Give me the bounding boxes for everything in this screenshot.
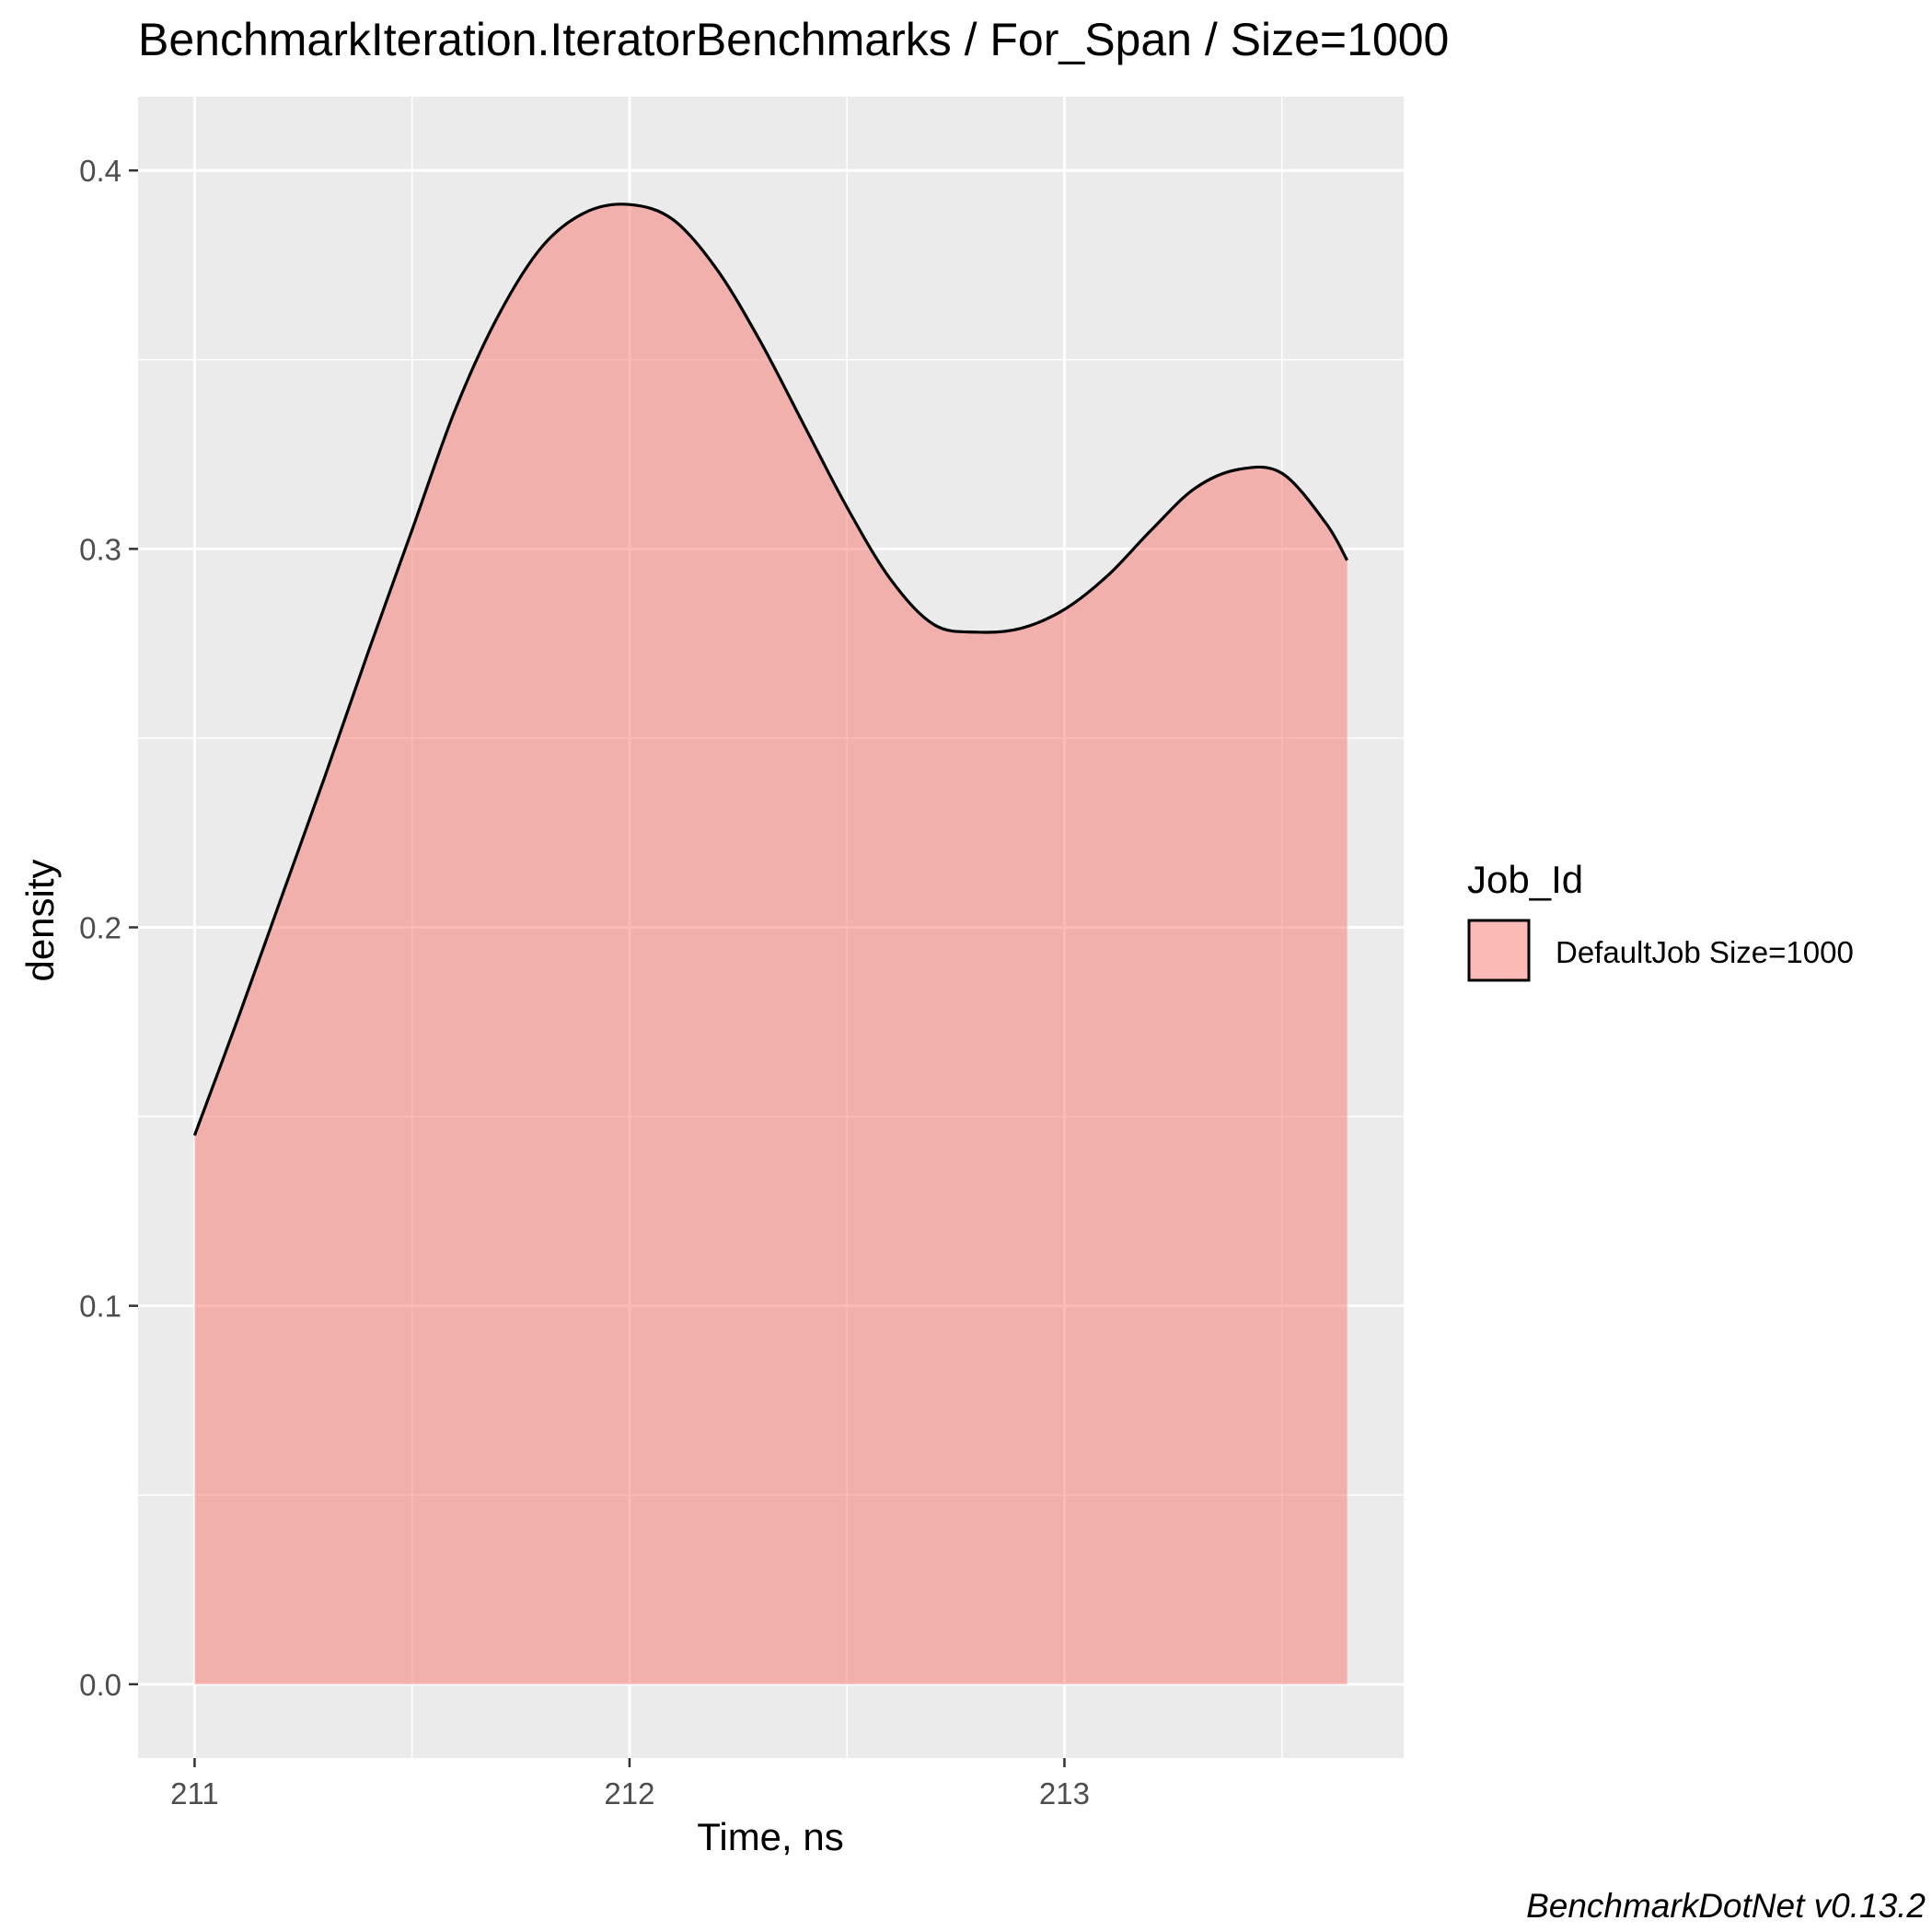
y-tick-label: 0.2 bbox=[79, 911, 121, 945]
y-tick-label: 0.4 bbox=[79, 154, 121, 188]
series-layer bbox=[192, 202, 1348, 1684]
density-area-0 bbox=[194, 203, 1348, 1684]
caption: BenchmarkDotNet v0.13.2 bbox=[1526, 1887, 1926, 1925]
x-tick-label: 211 bbox=[170, 1776, 219, 1811]
y-tick-label: 0.3 bbox=[79, 532, 121, 566]
y-tick-label: 0.0 bbox=[79, 1668, 121, 1702]
x-tick-label: 213 bbox=[1039, 1776, 1090, 1811]
y-tick-label: 0.1 bbox=[79, 1290, 121, 1324]
legend-label: DefaultJob Size=1000 bbox=[1556, 935, 1854, 969]
x-axis-title: Time, ns bbox=[697, 1815, 843, 1858]
axes-layer: 211 212 213 0.0 0.1 0.2 0.3 0.4 bbox=[79, 154, 1090, 1811]
legend-title: Job_Id bbox=[1467, 858, 1583, 901]
legend: Job_Id DefaultJob Size=1000 bbox=[1467, 858, 1854, 982]
legend-key bbox=[1467, 919, 1531, 982]
chart-title: BenchmarkIteration.IteratorBenchmarks / … bbox=[138, 14, 1449, 65]
y-axis-title: density bbox=[18, 859, 62, 981]
x-tick-label: 212 bbox=[604, 1776, 654, 1811]
density-line-0 bbox=[192, 202, 1348, 1137]
